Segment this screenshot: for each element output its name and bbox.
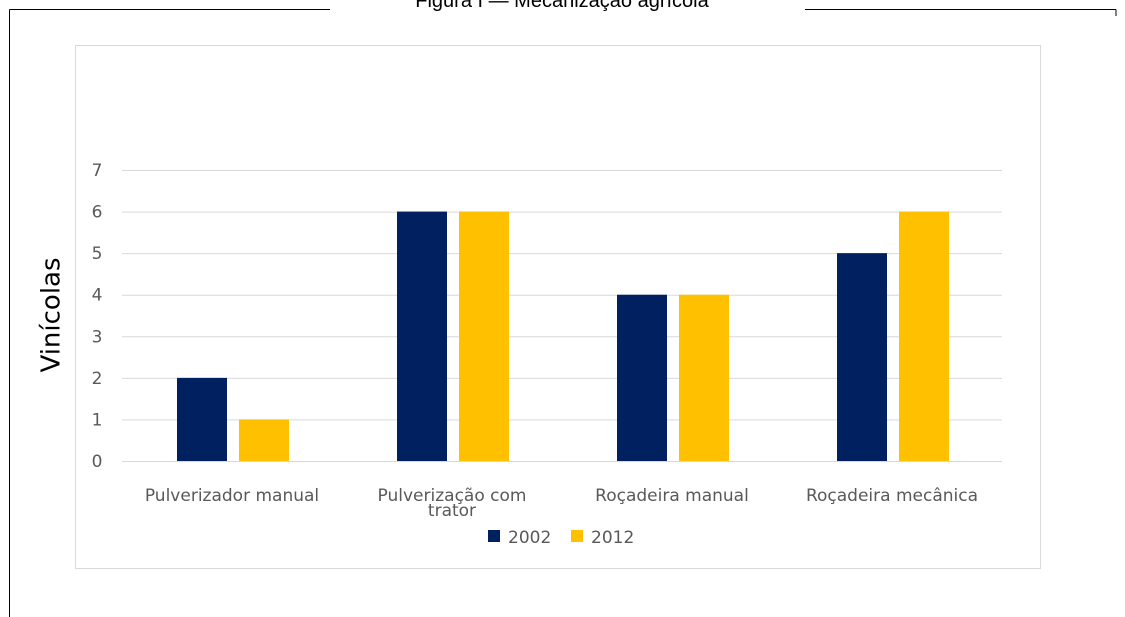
y-tick-label: 0: [92, 452, 103, 472]
y-tick-label: 6: [92, 203, 103, 223]
legend-label: 2012: [591, 528, 634, 548]
y-tick-label: 2: [92, 369, 103, 389]
x-tick-label: Pulverizador manual: [145, 486, 319, 506]
x-tick-label: Pulverização com trator: [378, 486, 527, 521]
bar: [899, 211, 949, 461]
y-axis-label: Vinícolas: [37, 257, 67, 372]
bar: [679, 294, 729, 461]
bar: [177, 377, 227, 461]
legend-swatch: [571, 530, 583, 542]
y-tick-label: 4: [92, 286, 103, 306]
bar: [397, 211, 447, 461]
chart-title: Figura I — Mecanização agrícola: [415, 0, 709, 12]
y-tick-label: 1: [92, 410, 103, 430]
title-bg: [330, 0, 805, 14]
x-tick-label: Roçadeira mecânica: [806, 486, 978, 506]
bar: [837, 253, 887, 461]
bar: [239, 419, 289, 461]
legend-swatch: [488, 530, 500, 542]
y-tick-label: 3: [92, 327, 103, 347]
y-tick-label: 5: [92, 244, 103, 264]
legend-label: 2002: [508, 528, 551, 548]
chart-area: [75, 45, 1041, 569]
bar: [617, 294, 667, 461]
bar: [459, 211, 509, 461]
y-tick-label: 7: [92, 161, 103, 181]
x-tick-label: Roçadeira manual: [595, 486, 749, 506]
